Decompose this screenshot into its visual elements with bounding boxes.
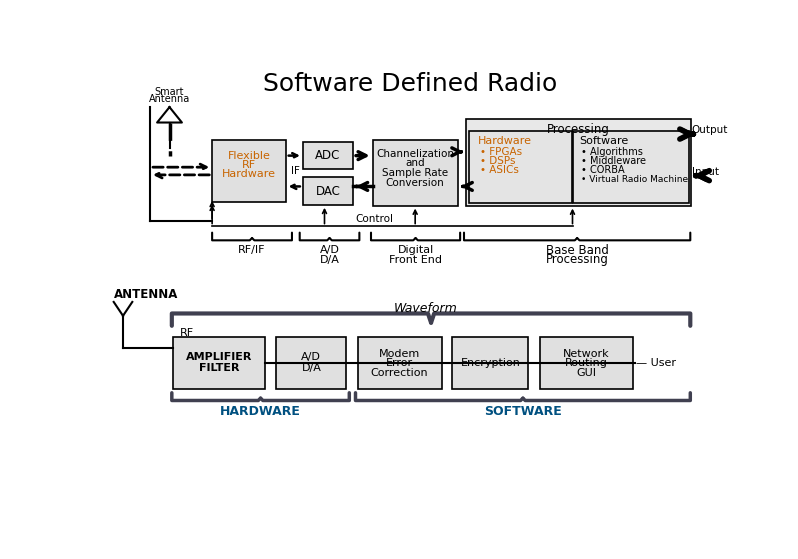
Bar: [358, 337, 441, 389]
Text: FILTER: FILTER: [199, 363, 239, 373]
Text: Front End: Front End: [389, 254, 442, 264]
Bar: [212, 140, 286, 202]
Text: Correction: Correction: [371, 368, 429, 378]
Text: Error: Error: [386, 358, 413, 368]
Text: ANTENNA: ANTENNA: [113, 288, 178, 301]
Text: Channelization: Channelization: [376, 149, 454, 159]
Text: • Middleware: • Middleware: [581, 156, 646, 166]
Text: • ASICs: • ASICs: [480, 165, 519, 176]
Text: Antenna: Antenna: [149, 94, 190, 103]
Text: Software: Software: [579, 136, 629, 146]
Text: • DSPs: • DSPs: [480, 156, 515, 166]
Text: Processing: Processing: [546, 253, 609, 266]
Text: SOFTWARE: SOFTWARE: [484, 405, 562, 418]
Bar: [302, 177, 354, 205]
Text: Network: Network: [563, 348, 610, 358]
Text: Sample Rate: Sample Rate: [382, 168, 448, 178]
Text: Control: Control: [356, 214, 394, 224]
Text: ADC: ADC: [315, 149, 341, 162]
Bar: [468, 131, 571, 202]
Text: Hardware: Hardware: [222, 169, 276, 179]
Text: Software Defined Radio: Software Defined Radio: [263, 72, 557, 96]
Text: Output: Output: [692, 125, 729, 135]
Bar: [173, 337, 265, 389]
Text: IF: IF: [290, 166, 299, 176]
Text: Flexible: Flexible: [227, 150, 271, 160]
Text: and: and: [405, 158, 425, 168]
Text: • FPGAs: • FPGAs: [480, 147, 522, 157]
Text: RF: RF: [242, 160, 256, 170]
Text: RF/IF: RF/IF: [239, 245, 266, 255]
Text: Hardware: Hardware: [478, 136, 532, 146]
Text: • Algorithms: • Algorithms: [581, 147, 643, 157]
Text: A/D: A/D: [302, 352, 322, 362]
Text: Processing: Processing: [547, 123, 610, 136]
Text: Routing: Routing: [565, 358, 608, 368]
Text: — User: — User: [636, 358, 676, 368]
Text: Waveform: Waveform: [393, 302, 457, 315]
Text: • Virtual Radio Machine: • Virtual Radio Machine: [581, 175, 688, 184]
Text: DAC: DAC: [315, 184, 341, 197]
Text: Smart: Smart: [155, 88, 184, 97]
Text: Encryption: Encryption: [460, 358, 520, 368]
Text: Base Band: Base Band: [546, 244, 609, 257]
Text: GUI: GUI: [576, 368, 596, 378]
Text: Modem: Modem: [379, 348, 421, 358]
Text: AMPLIFIER: AMPLIFIER: [186, 352, 252, 362]
Bar: [452, 337, 528, 389]
Bar: [573, 131, 689, 202]
Text: HARDWARE: HARDWARE: [220, 405, 301, 418]
Text: D/A: D/A: [302, 363, 322, 373]
Text: D/A: D/A: [320, 254, 339, 264]
Text: RF: RF: [180, 328, 194, 338]
Bar: [466, 120, 691, 206]
Bar: [540, 337, 633, 389]
Text: Input: Input: [692, 167, 719, 177]
Text: Conversion: Conversion: [385, 178, 444, 188]
Bar: [302, 142, 354, 169]
Text: Digital: Digital: [397, 245, 433, 255]
Bar: [373, 140, 458, 206]
Text: A/D: A/D: [320, 245, 339, 255]
Bar: [276, 337, 346, 389]
Text: • CORBA: • CORBA: [581, 165, 625, 176]
